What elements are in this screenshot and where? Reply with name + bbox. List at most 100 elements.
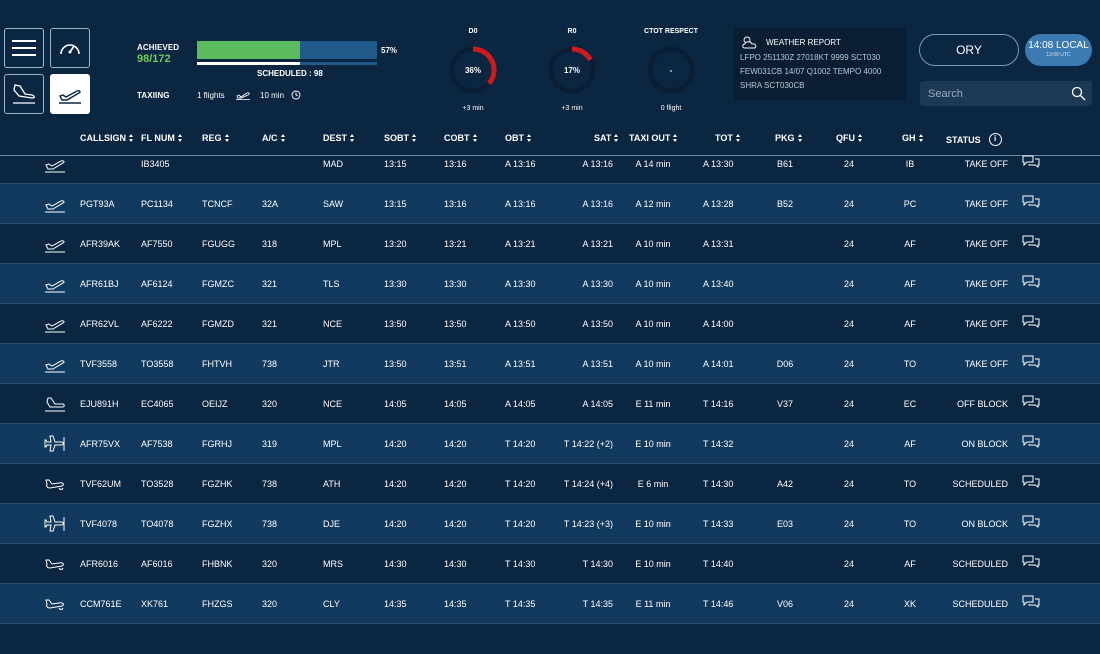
scheduled-progress-fill (197, 62, 300, 65)
gauge-ctot (647, 46, 695, 94)
search-icon[interactable] (1071, 86, 1086, 101)
table-row[interactable]: AFR6016 AF6016 FHBNK 320 MRS 14:30 14:30 T 14:3… (0, 544, 1100, 584)
cell-taxi: A 10 min (635, 319, 671, 329)
sort-icon (177, 134, 183, 142)
col-sat[interactable]: SAT (594, 133, 619, 143)
col-flnum[interactable]: FL NUM (141, 133, 183, 143)
cell-status: TAKE OFF (964, 159, 1008, 169)
sort-icon (673, 134, 678, 142)
cell-taxi: E 10 min (635, 519, 671, 529)
cell-sat: T 14:24 (+4) (563, 479, 613, 489)
comment-icon[interactable] (1022, 155, 1040, 169)
cell-cobt: 14:05 (444, 399, 467, 409)
cell-sobt: 14:20 (384, 439, 407, 449)
cell-callsign: CCM761E (80, 599, 122, 609)
cell-pkg: V06 (776, 599, 793, 609)
search-box (920, 81, 1092, 106)
table-row[interactable]: AFR62VL AF6222 FGMZD 321 NCE 13:50 13:50 A 13:5… (0, 304, 1100, 344)
cell-obt: A 13:16 (505, 159, 536, 169)
cell-flnum: TO4078 (141, 519, 174, 529)
col-obt[interactable]: OBT (505, 133, 532, 143)
cell-tot: A 14:00 (703, 319, 734, 329)
departures-button[interactable] (50, 74, 90, 114)
takeoff-icon (45, 240, 65, 253)
table-row[interactable]: AFR39AK AF7550 FGUGG 318 MPL 13:20 13:21 A 13:2… (0, 224, 1100, 264)
on-block-icon (44, 435, 65, 452)
cell-reg: FGUGG (202, 239, 235, 249)
cell-ac: 318 (262, 239, 278, 249)
cell-gh: AF (904, 319, 916, 329)
cell-status: ON BLOCK (961, 519, 1008, 529)
col-ac[interactable]: A/C (262, 133, 286, 143)
sort-icon (797, 134, 803, 142)
cell-sobt: 13:50 (384, 319, 407, 329)
comment-icon[interactable] (1022, 475, 1040, 489)
arrivals-button[interactable] (4, 74, 44, 114)
table-row[interactable]: AFR75VX AF7538 FGRHJ 319 MPL 14:20 14:20 T 14:2… (0, 424, 1100, 464)
sort-icon (472, 134, 478, 142)
cell-tot: T 14:33 (703, 519, 734, 529)
taxiing-flights: 1 flights (197, 91, 225, 100)
sort-icon (412, 134, 417, 142)
taxiing-time: 10 min (260, 91, 285, 100)
comment-icon[interactable] (1022, 355, 1040, 369)
col-callsign[interactable]: CALLSIGN (80, 133, 134, 143)
cell-sat: A 13:16 (582, 199, 613, 209)
cell-dest: MPL (323, 239, 342, 249)
col-sobt[interactable]: SOBT (384, 133, 417, 143)
comment-icon[interactable] (1022, 395, 1040, 409)
col-tot[interactable]: TOT (715, 133, 741, 143)
comment-icon[interactable] (1022, 235, 1040, 249)
cell-sat: A 13:50 (582, 319, 613, 329)
weather-report-panel: WEATHER REPORT LFPO 251130Z 27018KT 9999… (734, 28, 906, 100)
cell-gh: IB (905, 159, 915, 169)
table-row[interactable]: TVF62UM TO3528 FGZHK 738 ATH 14:20 14:20 T 14:2… (0, 464, 1100, 504)
table-row[interactable]: TVF4078 TO4078 FGZHX 738 DJE 14:20 14:20 T 14:2… (0, 504, 1100, 544)
table-row[interactable]: TVF3558 TO3558 FHTVH 738 JTR 13:50 13:51 A 13:5… (0, 344, 1100, 384)
time-display-button[interactable]: 14:08 LOCAL 13:08 UTC (1025, 34, 1092, 66)
table-row[interactable]: CCM761E XK761 FHZGS 320 CLY 14:35 14:35 T 14:35… (0, 584, 1100, 624)
col-reg[interactable]: REG (202, 133, 230, 143)
col-cobt[interactable]: COBT (444, 133, 478, 143)
info-icon[interactable]: i (988, 133, 1002, 146)
cell-ac: 738 (262, 479, 278, 489)
cell-status: SCHEDULED (952, 599, 1008, 609)
comment-icon[interactable] (1022, 435, 1040, 449)
comment-icon[interactable] (1022, 515, 1040, 529)
cell-cobt: 13:16 (444, 199, 467, 209)
cell-tot: T 14:32 (703, 439, 734, 449)
cell-qfu: 24 (843, 359, 854, 369)
col-qfu[interactable]: QFU (836, 133, 863, 143)
comment-icon[interactable] (1022, 315, 1040, 329)
col-pkg[interactable]: PKG (775, 133, 803, 143)
cell-taxi: A 10 min (635, 279, 671, 289)
comment-icon[interactable] (1022, 595, 1040, 609)
comment-icon[interactable] (1022, 275, 1040, 289)
gauge-ctot-sub: 0 flight (660, 105, 682, 112)
menu-button[interactable] (4, 28, 44, 68)
dashboard-button[interactable] (50, 28, 90, 68)
cell-sobt: 14:05 (384, 399, 407, 409)
cell-flnum: TO3558 (141, 359, 174, 369)
table-row[interactable]: AFR61BJ AF6124 FGMZC 321 TLS 13:30 13:30 A 13:3… (0, 264, 1100, 304)
cell-qfu: 24 (843, 159, 854, 169)
search-input[interactable] (920, 81, 1092, 106)
cell-gh: TO (903, 359, 917, 369)
table-row[interactable]: PGT93A PC1134 TCNCF 32A SAW 13:15 13:16 A 13:16… (0, 184, 1100, 224)
comment-icon[interactable] (1022, 555, 1040, 569)
cell-ac: 320 (262, 399, 278, 409)
cell-ac: 320 (262, 599, 278, 609)
cell-ac: 738 (262, 519, 278, 529)
col-dest[interactable]: DEST (323, 133, 355, 143)
cell-callsign: AFR39AK (80, 239, 121, 249)
table-row[interactable]: IB3405 MAD 13:15 13:16 A 13:16 A 13:16 A 14 mi… (0, 145, 1100, 184)
cell-obt: T 14:35 (505, 599, 536, 609)
airport-selector-button[interactable]: ORY (919, 34, 1019, 66)
col-gh[interactable]: GH (902, 133, 924, 143)
col-taxi-out[interactable]: TAXI OUT (629, 133, 678, 143)
scheduled-icon (45, 479, 64, 490)
table-row[interactable]: EJU891H EC4065 OEIJZ 320 NCE 14:05 14:05 A 14:0… (0, 384, 1100, 424)
cell-obt: A 13:16 (505, 199, 536, 209)
comment-icon[interactable] (1022, 195, 1040, 209)
cell-cobt: 13:21 (444, 239, 467, 249)
